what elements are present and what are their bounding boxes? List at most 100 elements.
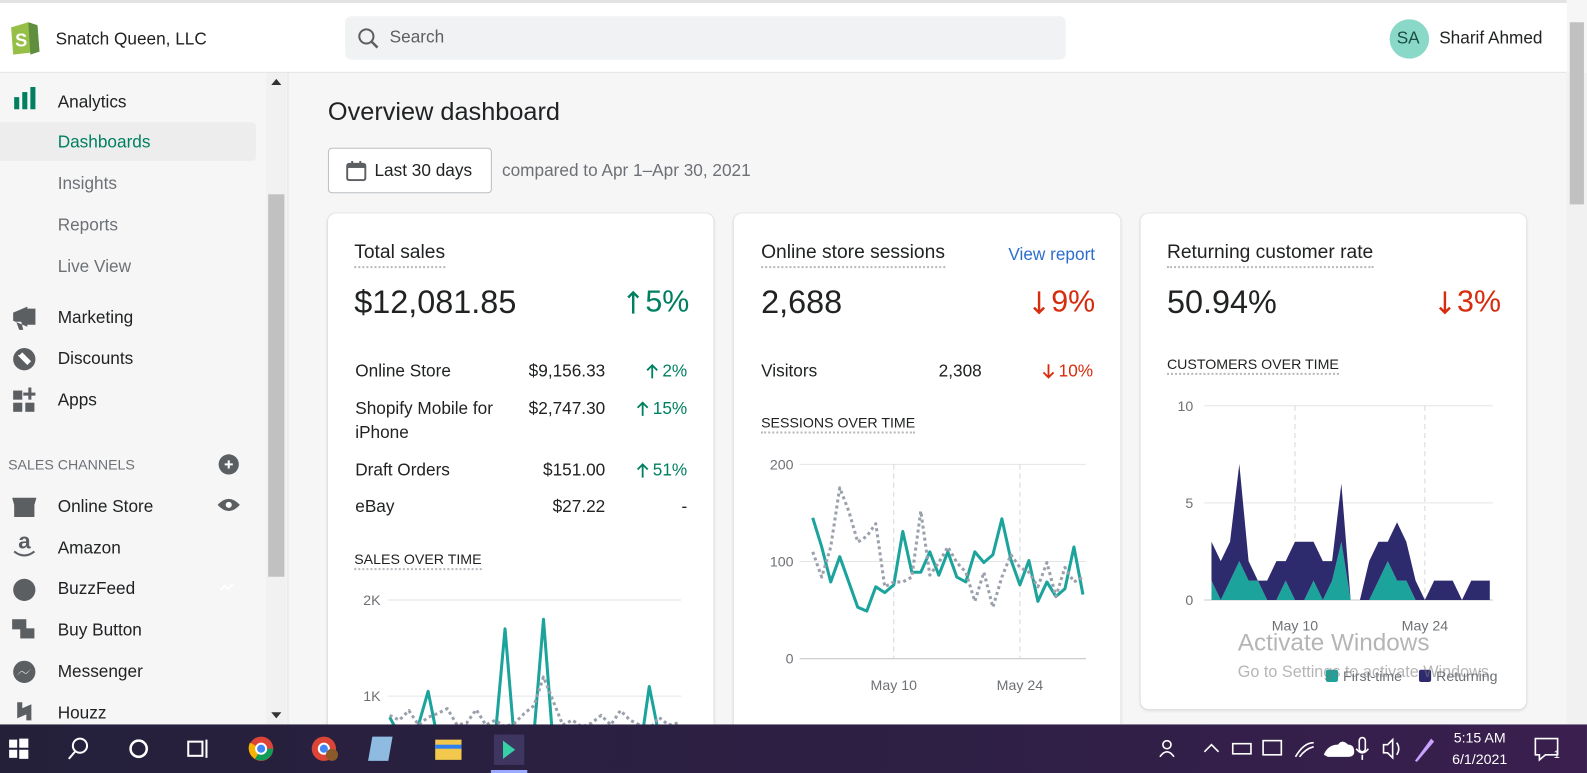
row-amount: $151.00 <box>543 460 606 480</box>
x-tick-label: May 24 <box>1402 618 1449 634</box>
y-tick-label: 0 <box>786 652 794 668</box>
shopify-logo: S <box>11 22 40 55</box>
avatar[interactable] <box>1389 19 1430 59</box>
row-label: Online Store <box>355 361 451 381</box>
channel-item[interactable]: Amazon <box>57 538 121 558</box>
svg-text:a: a <box>18 528 31 553</box>
arrow <box>646 363 658 379</box>
sidebar-scrollbar[interactable] <box>266 72 287 725</box>
y-tick-label: 2K <box>363 593 381 609</box>
scrollbar-thumb[interactable] <box>1569 22 1584 205</box>
page-title: Overview dashboard <box>327 97 560 126</box>
legend-swatch <box>1325 669 1338 682</box>
y-tick-label: 1K <box>363 689 381 705</box>
card-change: 3% <box>1437 285 1501 319</box>
series-line <box>811 486 1084 609</box>
card-title: Returning customer rate <box>1166 242 1374 269</box>
series-line <box>811 517 1085 613</box>
row-change: 10% <box>1042 361 1093 381</box>
nav-subitem[interactable]: Insights <box>57 174 117 194</box>
card-value: $12,081.85 <box>354 283 517 321</box>
avatar-initials: SA <box>1396 28 1420 48</box>
nav-subitem[interactable]: Reports <box>57 215 118 235</box>
arrow <box>1033 291 1045 315</box>
card <box>327 213 714 725</box>
channel-item[interactable]: Messenger <box>57 661 143 681</box>
clock-time[interactable]: 5:15 AM <box>1453 729 1506 746</box>
card <box>733 213 1121 725</box>
nav-item[interactable]: Analytics <box>57 92 127 112</box>
card <box>1140 213 1527 710</box>
row-change: 15% <box>636 398 688 419</box>
change-text: 51% <box>652 460 688 480</box>
nav-item[interactable]: Marketing <box>57 307 134 327</box>
arrow <box>1438 291 1451 315</box>
trend-arrow <box>636 401 649 416</box>
arrow <box>1042 364 1055 379</box>
nav-subitem[interactable]: Live View <box>57 256 132 277</box>
channel-item[interactable]: Buy Button <box>57 620 142 640</box>
series-line <box>388 617 659 725</box>
change-text: 10% <box>1058 361 1094 381</box>
card-value: 2,688 <box>761 283 843 321</box>
row-label: eBay <box>355 496 395 517</box>
view-report-link[interactable]: View report <box>1008 244 1096 265</box>
trend-arrow <box>627 290 640 314</box>
row-label: Draft Orders <box>355 460 450 480</box>
nav-subitem[interactable]: Dashboards <box>57 132 151 152</box>
trend-arrow <box>1042 364 1055 379</box>
y-tick-label: 200 <box>770 457 794 473</box>
card-title: Online store sessions <box>761 242 945 269</box>
x-tick-label: May 10 <box>1272 618 1319 634</box>
date-button[interactable]: Last 30 days <box>327 147 492 194</box>
y-tick-label: 0 <box>1185 593 1193 609</box>
trend-arrow <box>636 463 649 478</box>
search-placeholder: Search <box>389 27 445 47</box>
row-amount: $27.22 <box>552 496 606 517</box>
chart-title: SESSIONS OVER TIME <box>761 414 916 434</box>
change-text: 15% <box>652 398 688 418</box>
nav-item[interactable]: Discounts <box>57 349 134 369</box>
compare-text: compared to Apr 1–Apr 30, 2021 <box>502 160 751 181</box>
change-text: 3% <box>1457 285 1501 319</box>
svg-text:S: S <box>15 31 27 51</box>
trend-arrow <box>1438 291 1451 315</box>
change-text: - <box>681 496 688 517</box>
legend-swatch <box>1418 669 1432 682</box>
sidebar-scroll-thumb[interactable] <box>268 194 285 577</box>
arrow <box>636 463 649 478</box>
change-text: 5% <box>645 285 690 319</box>
search-box[interactable]: Search <box>345 16 1066 60</box>
row-change: 51% <box>636 460 688 480</box>
x-tick-label: May 10 <box>871 678 918 694</box>
series-line <box>388 675 679 725</box>
user-name[interactable]: Sharif Ahmed <box>1439 28 1543 48</box>
row-amount: $2,747.30 <box>528 398 606 418</box>
row-label: Visitors <box>761 361 818 381</box>
chart-title: CUSTOMERS OVER TIME <box>1166 356 1339 375</box>
trend-arrow <box>646 363 658 379</box>
change-text: 9% <box>1051 285 1096 319</box>
scrollbar-track[interactable] <box>1566 22 1587 725</box>
notification-count[interactable]: 1 <box>1553 748 1560 761</box>
change-text: 2% <box>662 361 688 381</box>
card-change: 9% <box>1031 285 1095 319</box>
y-tick-label: 5 <box>1185 496 1193 512</box>
series-area <box>1211 541 1490 600</box>
nav-item[interactable]: Apps <box>57 390 97 410</box>
channel-item[interactable]: Online Store <box>57 496 154 517</box>
sidebar <box>0 72 289 725</box>
legend-label: Returning <box>1436 669 1497 685</box>
chart-title: SALES OVER TIME <box>354 551 482 571</box>
channel-item[interactable]: BuzzFeed <box>57 578 136 598</box>
series-area <box>1211 464 1490 600</box>
clock-date[interactable]: 6/1/2021 <box>1452 750 1508 767</box>
row-amount: $9,156.33 <box>528 361 606 381</box>
charts-layer: 1K 2K 0 100 200 May 10 May 24 0 5 10 May 10 May 24 F… <box>363 399 1498 725</box>
card-change: 5% <box>625 285 689 319</box>
taskbar-icons <box>9 734 1559 773</box>
y-tick-label: 100 <box>770 555 794 571</box>
channel-item[interactable]: Houzz <box>57 703 107 723</box>
